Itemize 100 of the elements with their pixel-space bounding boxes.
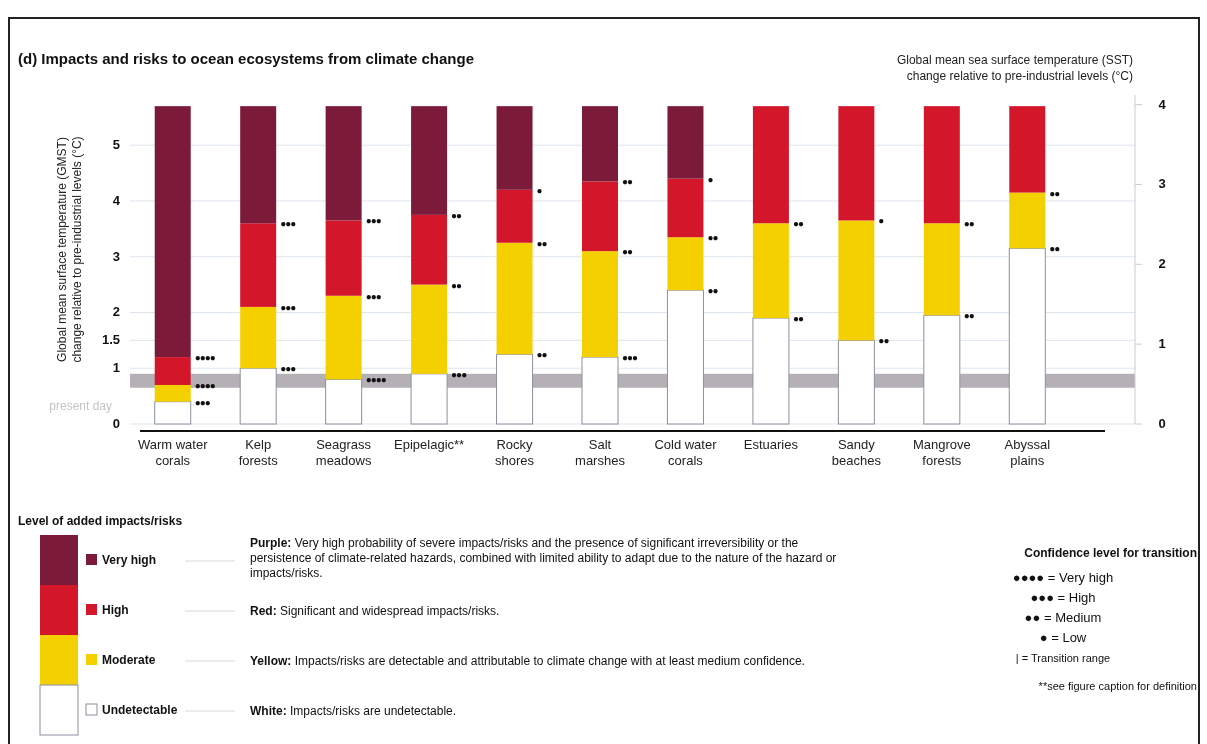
y2-axis-title: Global mean sea surface temperature (SST) change relative to pre-industrial levels (°C) [896,53,1133,83]
bar [154,401,192,425]
bar [667,237,704,291]
bar [752,223,789,319]
bar [325,378,363,425]
text: Purple: Very high probability of severe impacts/risks and the presence of significant irreversibility or the persistence of climate-related hazards, combined with limited ability to adapt due to the nature of the hazard or impacts/risks. [250,536,837,580]
legend-label: Undetectable [102,703,178,717]
bar [923,106,960,224]
bar [1009,192,1046,249]
annotation: ● [536,184,543,196]
bar [923,314,961,425]
bar [325,106,362,221]
bar [496,189,533,243]
bar [666,289,704,425]
annotation: ●●● [365,215,382,227]
annotation: ●●●● [194,379,216,391]
bar [752,106,789,224]
bar [581,356,619,425]
annotation: ● [707,173,714,185]
annotation: ●● [622,176,634,188]
annotation: ●● [792,218,804,230]
x-tick-label: Warm water corals [137,437,209,468]
annotation: ●● [707,232,719,244]
legend-label: Moderate [102,653,156,667]
annotation: ●●● [365,290,382,302]
y-tick-label: 2 [112,304,120,320]
annotation: ●●● [451,368,468,380]
y-tick-label: 4 [112,192,121,208]
x-tick-label: Epipelagic** [394,437,465,452]
x-tick-label: Abyssal plains [1004,437,1051,468]
bar [154,384,191,402]
bar [240,306,277,369]
y-tick-label: 1.5 [101,332,120,348]
annotation: ●● [451,279,463,291]
annotation: ●●● [280,301,297,313]
bar [240,106,277,224]
annotation: ●● [536,349,548,361]
text: Confidence level for transition [1024,546,1197,560]
text: Level of added impacts/risks [18,514,183,528]
bar [667,178,704,238]
bar [325,295,362,380]
annotation: ●● [707,285,719,297]
annotation: ●●● [194,396,211,408]
annotation: ●● [878,335,890,347]
annotation: ●● [963,218,975,230]
text: | = Transition range [1015,652,1111,664]
text: ●● = Medium [1024,610,1102,625]
x-tick-label: Estuaries [743,437,799,452]
annotation: ●● [963,310,975,322]
bar [582,251,618,358]
bar [325,220,362,296]
annotation: ●● [792,313,804,325]
annotation: ●●● [280,218,297,230]
bar [240,223,277,307]
bar [752,317,790,425]
x-tick-label: Kelp forests [238,437,279,468]
bar [1008,247,1046,425]
annotation: ●● [536,237,548,249]
y-tick-label: 3 [112,248,120,264]
y2-tick-label: 1 [1158,336,1166,352]
text: White: Impacts/risks are undetectable. [250,704,457,718]
bar [239,367,277,425]
annotation: ●●● [280,363,297,375]
y2-tick-label: 0 [1158,416,1166,431]
bar [582,106,618,182]
bar [1009,106,1046,193]
text: ●●●● = Very high [1012,570,1114,585]
bar [838,220,875,341]
chart-title: (d) Impacts and risks to ocean ecosystems from climate change [18,50,474,67]
x-tick-label: Seagrass meadows [315,437,372,468]
text: Red: Significant and widespread impacts/risks. [250,604,500,618]
legend-label: Very high [102,553,157,567]
y-tick-label: 1 [112,360,120,376]
bar [154,357,191,385]
y2-tick-label: 4 [1158,96,1167,112]
legend-label: High [102,603,129,617]
text: **see figure caption for definition [1038,680,1197,692]
annotation: ●●●● [194,352,216,364]
x-tick-label: Sandy beaches [831,437,882,468]
text: ●●● = High [1030,590,1096,605]
y2-tick-label: 2 [1158,256,1166,272]
annotation: ●● [1049,243,1061,255]
bar [923,223,960,316]
bar [667,106,704,179]
bar [496,242,533,355]
annotation: ●●●● [365,374,387,386]
annotation: ●● [451,209,463,221]
x-tick-label: Cold water corals [654,437,718,468]
bar [411,214,448,285]
text: Yellow: Impacts/risks are detectable and attributable to climate change with at least medium confidence. [250,654,805,668]
x-tick-label: Rocky shores [495,437,535,468]
bar [411,284,448,374]
bar [838,106,875,221]
annotation: ●● [1049,187,1061,199]
y-tick-label: 5 [112,137,120,153]
bar [154,106,191,358]
bar [411,106,448,215]
annotation: ●●● [622,352,639,364]
bar [496,353,534,425]
y-tick-label: 0 [112,416,120,431]
